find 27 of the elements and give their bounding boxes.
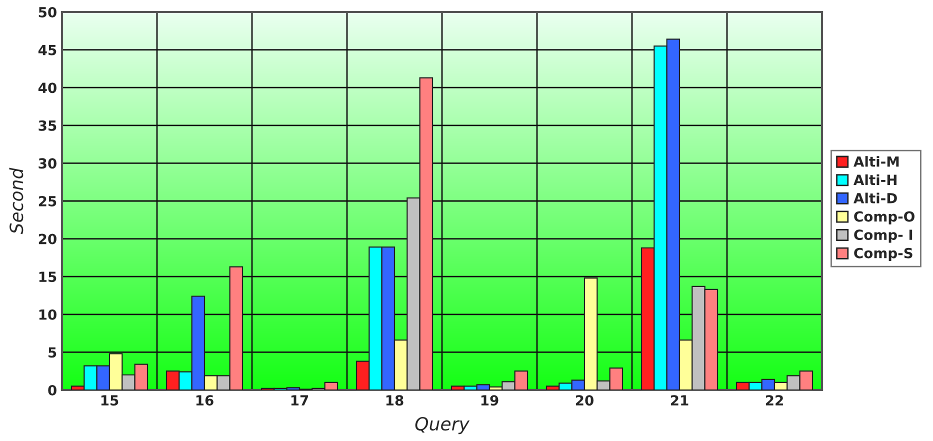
y-tick-label: 5	[48, 347, 56, 358]
legend-label: Comp-S	[854, 248, 912, 262]
x-tick-label: 17	[291, 395, 308, 406]
legend-label: Alti-M	[854, 156, 899, 167]
y-tick-label: 0	[48, 384, 56, 396]
y-tick-label: 35	[38, 120, 56, 131]
x-tick-label: 15	[101, 395, 118, 406]
y-tick-label: 50	[38, 6, 56, 18]
y-tick-label: 20	[38, 234, 56, 244]
x-tick-label: 19	[481, 395, 498, 406]
x-tick-label: 20	[576, 395, 594, 406]
legend-label: Alti-D	[854, 192, 897, 204]
legend-label: Comp- I	[854, 230, 912, 243]
y-tick-label: 30	[38, 158, 56, 169]
y-tick-label: 15	[39, 272, 56, 282]
legend-label: Comp-O	[854, 211, 914, 224]
legend-label: Alti-H	[854, 174, 896, 185]
x-tick-label: 21	[670, 395, 688, 406]
x-axis-title: Query	[415, 416, 470, 434]
y-tick-label: 40	[38, 82, 56, 94]
x-tick-label: 18	[386, 395, 404, 406]
y-tick-label: 10	[39, 309, 56, 320]
y-axis-title: Second	[9, 168, 24, 234]
y-tick-label: 45	[38, 44, 56, 56]
x-tick-label: 16	[196, 395, 214, 406]
x-tick-label: 22	[766, 395, 783, 406]
y-tick-label: 25	[38, 196, 56, 206]
